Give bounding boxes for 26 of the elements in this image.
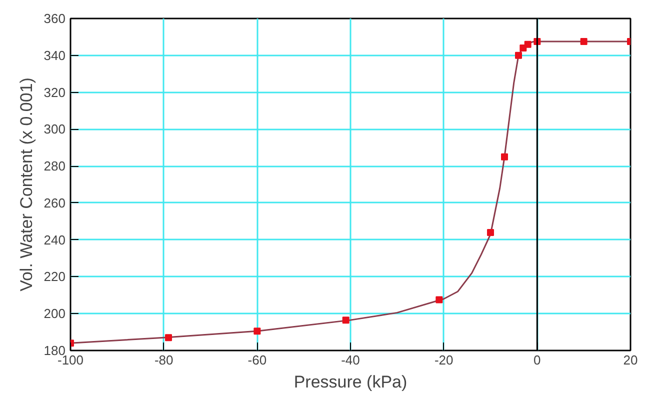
y-tick-label: 320 [44, 84, 66, 100]
point [165, 334, 172, 342]
y-axis-title: Vol. Water Content (x 0.001) [16, 78, 36, 292]
x-tick-label: -40 [341, 352, 360, 368]
y-tick-label: 200 [44, 306, 66, 322]
point [580, 38, 588, 46]
x-tick-label: -60 [248, 352, 267, 368]
y-tick-label: 260 [44, 195, 66, 210]
point [487, 228, 494, 236]
point [524, 40, 532, 48]
y-tick-label: 300 [44, 122, 66, 137]
y-tick-label: 340 [44, 48, 66, 63]
point [254, 328, 261, 335]
point [515, 52, 522, 59]
y-tick-label: 220 [44, 269, 66, 284]
x-axis-title: Pressure (kPa) [294, 372, 408, 392]
x-tick-label: -80 [154, 352, 174, 368]
point [501, 153, 508, 160]
x-tick-label: 0 [534, 352, 541, 368]
y-tick-label: 280 [44, 158, 66, 174]
point [436, 296, 443, 304]
y-tick-label: 360 [44, 11, 66, 26]
x-tick-label: -20 [434, 352, 454, 368]
y-tick-label: 240 [44, 232, 66, 248]
x-tick-label: 20 [623, 352, 638, 368]
point [342, 316, 350, 324]
